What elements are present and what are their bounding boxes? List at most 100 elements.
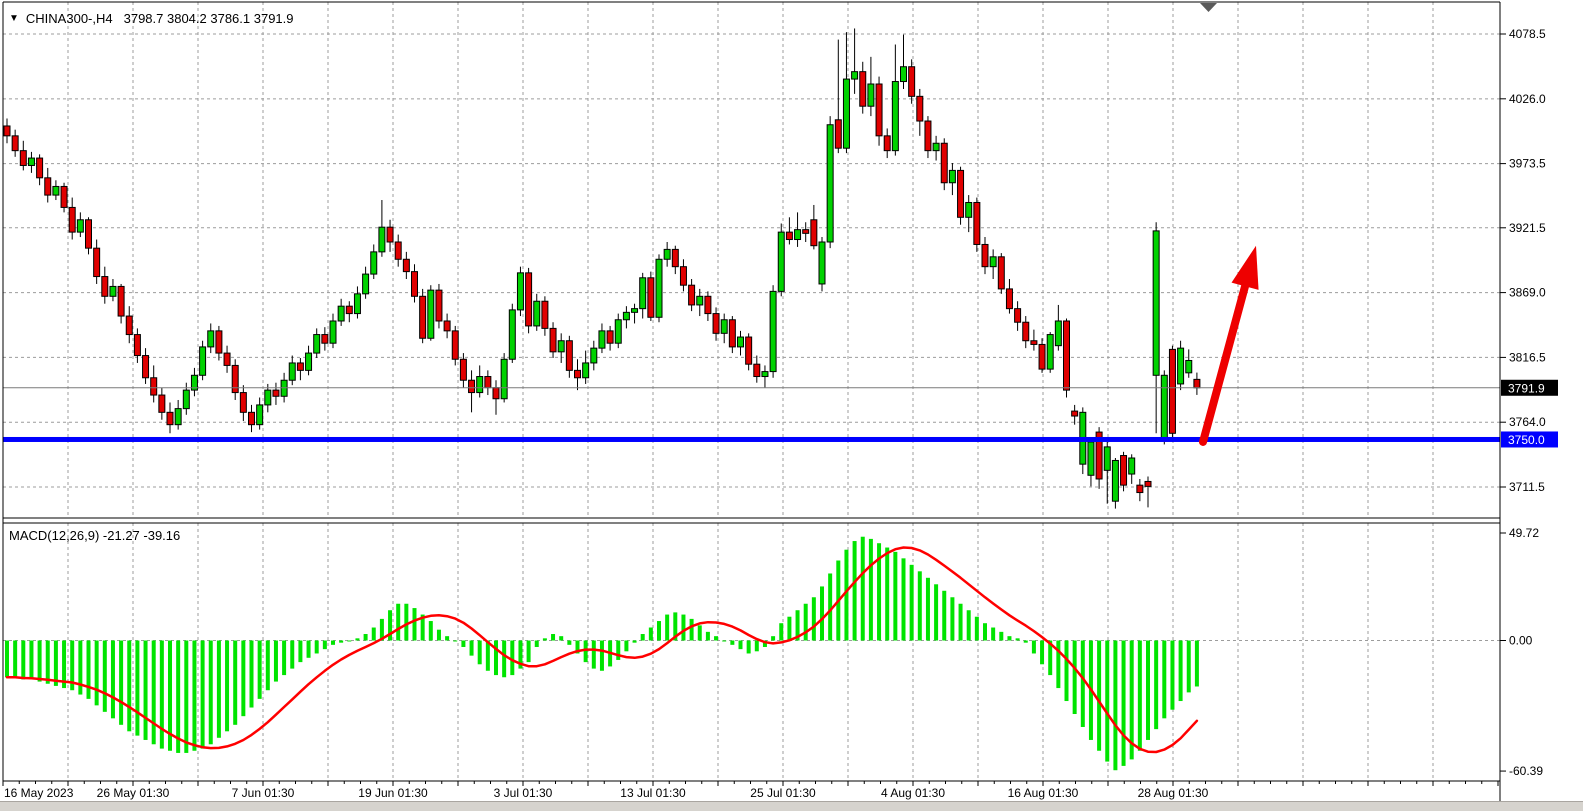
macd-bar	[966, 610, 971, 641]
candle	[1120, 455, 1128, 486]
macd-bar	[648, 627, 653, 641]
symbol-header: ▼ CHINA300-,H4 3798.7 3804.2 3786.1 3791…	[9, 11, 294, 26]
macd-bar	[5, 640, 9, 678]
candle	[321, 334, 329, 344]
macd-bar	[542, 638, 547, 641]
candle	[753, 363, 761, 378]
candle	[1152, 230, 1160, 376]
macd-bar	[771, 636, 776, 641]
macd-bar	[1015, 638, 1020, 641]
macd-bar	[339, 640, 344, 643]
macd-bar	[958, 603, 963, 641]
macd-bar	[225, 640, 230, 732]
candle	[264, 389, 272, 406]
candle	[565, 340, 573, 371]
candle	[370, 251, 378, 275]
candle	[158, 394, 166, 413]
macd-bar	[412, 608, 417, 641]
symbol-dropdown-icon[interactable]: ▼	[9, 12, 19, 24]
macd-bar	[502, 640, 507, 678]
candle	[435, 289, 443, 322]
macd-bar	[551, 634, 556, 641]
candle	[313, 334, 321, 354]
candle	[842, 78, 850, 149]
macd-bar	[657, 621, 661, 641]
macd-bar	[1031, 640, 1036, 654]
macd-bar	[893, 551, 898, 641]
candle	[704, 295, 712, 315]
candle	[997, 256, 1005, 290]
macd-bar	[860, 536, 865, 641]
candle	[1005, 288, 1013, 310]
support-line[interactable]	[3, 436, 1500, 442]
macd-bar	[21, 640, 26, 680]
macd-bar	[1178, 640, 1183, 702]
macd-bar	[485, 640, 490, 671]
candle	[875, 83, 883, 137]
macd-bar	[37, 640, 42, 682]
candle	[1095, 431, 1103, 480]
macd-bar	[714, 636, 719, 641]
candle	[419, 295, 427, 339]
macd-bar	[1048, 640, 1053, 676]
candle	[3, 125, 11, 137]
scroll-marker-icon[interactable]	[1200, 3, 1217, 12]
macd-bar	[184, 640, 189, 753]
candle	[199, 346, 207, 376]
candle	[688, 284, 696, 306]
time-axis-label: 19 Jun 01:30	[358, 786, 428, 800]
macd-bar	[681, 614, 686, 641]
trend-arrow-head[interactable]	[1231, 245, 1259, 290]
candle	[101, 276, 109, 297]
time-axis-label: 4 Aug 01:30	[881, 786, 945, 800]
candle	[1103, 446, 1111, 471]
candle	[1160, 374, 1168, 439]
macd-bar	[13, 640, 18, 678]
candle	[1014, 308, 1022, 323]
macd-bar	[779, 623, 784, 641]
candle	[989, 256, 997, 268]
macd-bar	[1113, 640, 1118, 771]
candle	[85, 219, 92, 249]
candle	[916, 95, 924, 122]
level-price-badge	[1501, 431, 1558, 448]
macd-bar	[1154, 640, 1159, 730]
candle	[940, 142, 948, 184]
candle	[818, 241, 826, 285]
macd-bar	[1129, 640, 1134, 760]
macd-bar	[844, 549, 849, 641]
macd-bar	[306, 640, 311, 658]
macd-bar	[1007, 636, 1012, 641]
candle	[785, 231, 793, 241]
macd-bar	[787, 616, 792, 641]
macd-bar	[746, 640, 751, 654]
macd-bar	[322, 640, 327, 650]
macd-bar	[885, 547, 890, 641]
candle	[647, 277, 655, 318]
macd-bar	[575, 640, 580, 654]
candle	[574, 369, 581, 379]
macd-bar	[102, 640, 107, 712]
macd-bar	[722, 640, 727, 642]
macd-bar	[534, 640, 539, 647]
trend-arrow-shaft[interactable]	[1199, 282, 1250, 446]
candle	[1030, 340, 1038, 345]
macd-bar	[78, 640, 83, 695]
candle	[777, 231, 785, 292]
candle	[345, 305, 353, 315]
candle	[1071, 410, 1079, 417]
macd-bar	[868, 538, 873, 641]
macd-bar	[526, 640, 531, 663]
candle	[337, 305, 345, 322]
candle	[924, 120, 932, 152]
macd-bar	[436, 629, 441, 641]
macd-bar	[1186, 640, 1191, 693]
macd-bar	[241, 640, 246, 717]
candle	[1087, 441, 1095, 476]
macd-bar	[396, 603, 401, 641]
candle	[11, 135, 19, 152]
macd-bar	[1056, 640, 1061, 689]
macd-bar	[983, 623, 987, 641]
